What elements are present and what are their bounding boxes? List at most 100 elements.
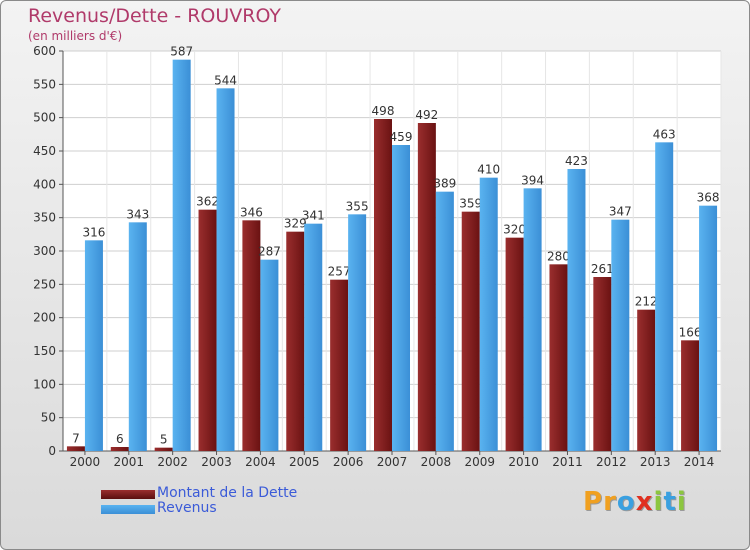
y-tick-label: 0: [48, 444, 56, 458]
data-label-revenus: 587: [170, 45, 193, 59]
x-tick-label: 2003: [201, 455, 232, 469]
legend-item-dette: Montant de la Dette: [101, 485, 361, 501]
proxiti-logo: Proxiti: [583, 487, 687, 517]
logo-letter: i: [676, 487, 687, 517]
data-label-revenus: 287: [258, 245, 281, 259]
data-label-dette: 261: [591, 262, 614, 276]
x-tick-label: 2000: [70, 455, 101, 469]
bar-revenus: [567, 169, 586, 451]
data-label-dette: 212: [635, 295, 658, 309]
bar-revenus: [655, 142, 674, 452]
y-tick-label: 50: [41, 411, 56, 425]
bar-revenus: [479, 177, 498, 451]
data-label-dette: 257: [328, 265, 351, 279]
bar-revenus: [699, 205, 718, 451]
bar-revenus: [611, 219, 630, 451]
bar-revenus: [348, 214, 367, 451]
logo-letter: r: [603, 487, 617, 517]
data-label-revenus: 341: [302, 209, 325, 223]
x-tick-label: 2002: [157, 455, 188, 469]
bar-dette: [154, 447, 173, 451]
data-label-revenus: 316: [82, 225, 105, 239]
bar-revenus: [392, 145, 410, 451]
bar-revenus: [304, 223, 323, 451]
data-label-revenus: 423: [565, 154, 588, 168]
bar-dette: [198, 209, 217, 451]
x-tick-label: 2014: [684, 455, 715, 469]
data-label-dette: 492: [415, 108, 438, 122]
data-label-revenus: 544: [214, 73, 237, 87]
data-label-revenus: 343: [126, 207, 149, 221]
bar-dette: [637, 309, 656, 451]
data-label-revenus: 355: [346, 199, 369, 213]
data-label-revenus: 463: [653, 127, 676, 141]
bar-dette: [681, 340, 700, 451]
data-label-revenus: 347: [609, 205, 632, 219]
chart-subtitle: (en milliers d'€): [28, 29, 123, 43]
data-label-dette: 346: [240, 205, 263, 219]
bar-dette: [374, 119, 392, 451]
data-label-dette: 6: [116, 432, 124, 446]
x-tick-label: 2011: [552, 455, 583, 469]
logo-letter: t: [663, 487, 677, 517]
data-label-revenus: 459: [390, 130, 413, 144]
logo-letter: i: [653, 487, 664, 517]
x-tick-label: 2004: [245, 455, 276, 469]
y-tick-label: 350: [33, 211, 56, 225]
x-tick-label: 2010: [508, 455, 539, 469]
bar-dette: [110, 447, 129, 451]
data-label-dette: 329: [284, 217, 307, 231]
logo-letter: x: [635, 487, 654, 517]
data-label-revenus: 368: [697, 191, 720, 205]
data-label-dette: 166: [679, 325, 702, 339]
x-tick-label: 2008: [421, 455, 452, 469]
bar-revenus: [260, 259, 279, 451]
logo-letter: P: [583, 487, 604, 517]
x-tick-label: 2012: [596, 455, 627, 469]
legend-swatch-dette: [101, 490, 155, 499]
y-tick-label: 500: [33, 111, 56, 125]
bar-dette: [330, 279, 349, 451]
y-tick-label: 150: [33, 344, 56, 358]
y-tick-label: 100: [33, 377, 56, 391]
bar-dette: [417, 123, 436, 451]
bar-revenus: [435, 191, 454, 451]
data-label-revenus: 394: [521, 173, 544, 187]
data-label-dette: 359: [459, 197, 482, 211]
y-tick-label: 550: [33, 77, 56, 91]
legend-swatch-revenus: [101, 505, 155, 514]
bar-revenus: [216, 88, 235, 451]
data-label-dette: 5: [160, 433, 168, 447]
legend-item-revenus: Revenus: [101, 500, 361, 516]
legend-label-dette: Montant de la Dette: [157, 485, 298, 501]
x-tick-label: 2007: [377, 455, 408, 469]
y-tick-label: 250: [33, 277, 56, 291]
chart-title: Revenus/Dette - ROUVROY: [28, 5, 281, 27]
bar-dette: [461, 211, 480, 451]
y-tick-label: 400: [33, 177, 56, 191]
bar-dette: [593, 277, 612, 451]
bar-dette: [66, 446, 85, 451]
bar-dette: [242, 220, 261, 451]
x-tick-label: 2013: [640, 455, 671, 469]
bar-dette: [549, 264, 568, 451]
data-label-dette: 320: [503, 223, 526, 237]
x-tick-label: 2006: [333, 455, 364, 469]
x-tick-label: 2005: [289, 455, 320, 469]
bar-revenus: [523, 188, 542, 452]
data-label-dette: 7: [72, 431, 80, 445]
legend-label-revenus: Revenus: [157, 500, 217, 516]
bar-revenus: [128, 222, 147, 451]
bar-dette: [286, 231, 305, 451]
data-label-dette: 362: [196, 195, 219, 209]
data-label-dette: 498: [372, 104, 395, 118]
bar-revenus: [172, 59, 191, 452]
data-label-dette: 280: [547, 249, 570, 263]
y-tick-label: 450: [33, 144, 56, 158]
x-tick-label: 2001: [114, 455, 145, 469]
bar-revenus: [84, 240, 103, 451]
y-tick-label: 200: [33, 311, 56, 325]
data-label-revenus: 410: [477, 163, 500, 177]
